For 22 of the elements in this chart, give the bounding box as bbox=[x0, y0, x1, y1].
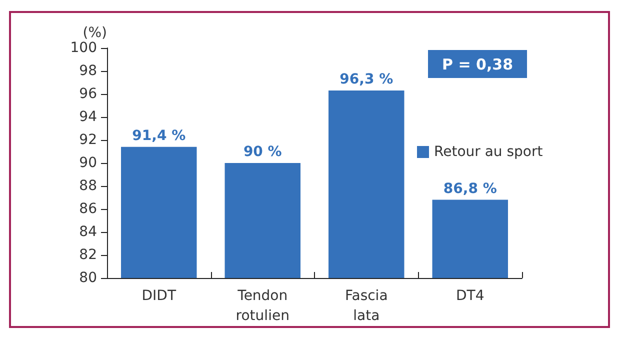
legend-label: Retour au sport bbox=[434, 144, 544, 160]
y-tick-label: 88 bbox=[79, 178, 97, 194]
y-tick-label: 80 bbox=[79, 270, 97, 286]
y-tick-label: 82 bbox=[79, 247, 97, 263]
data-label: 91,4 % bbox=[132, 128, 186, 144]
x-tick-label: DT4 bbox=[456, 288, 484, 304]
data-label: 90 % bbox=[243, 144, 282, 160]
y-tick-label: 96 bbox=[79, 86, 98, 102]
data-label: 86,8 % bbox=[443, 180, 497, 197]
y-tick-label: 94 bbox=[79, 109, 98, 125]
y-tick-label: 92 bbox=[79, 132, 97, 148]
y-tick-label: 86 bbox=[79, 201, 98, 217]
y-tick-label: 84 bbox=[79, 224, 98, 240]
x-tick-label: Fascia lata bbox=[344, 288, 388, 324]
x-tick-label: DIDT bbox=[142, 288, 176, 304]
annotation: P = 0,38 bbox=[442, 56, 514, 74]
x-tick-label: Tendon rotulien bbox=[236, 288, 290, 324]
y-tick-label: 100 bbox=[70, 40, 97, 56]
y-tick-label: 98 bbox=[79, 63, 97, 79]
y-tick-label: 90 bbox=[79, 155, 97, 171]
y-axis-title: (%) bbox=[82, 25, 107, 41]
data-label: 96,3 % bbox=[340, 72, 394, 88]
